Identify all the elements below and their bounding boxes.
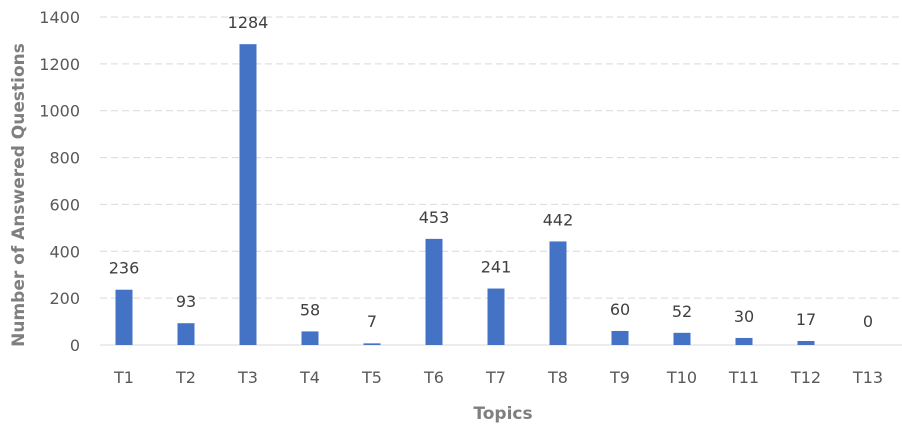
x-tick-label: T13 [852, 368, 883, 387]
data-label: 17 [796, 310, 816, 329]
bar [239, 44, 257, 345]
data-label: 60 [610, 300, 630, 319]
bar [425, 238, 443, 345]
y-tick-label: 600 [49, 195, 80, 214]
data-label: 93 [176, 292, 196, 311]
x-tick-label: T12 [790, 368, 821, 387]
data-label: 236 [109, 259, 140, 278]
y-tick-label: 200 [49, 289, 80, 308]
x-tick-label: T9 [609, 368, 630, 387]
bar [673, 332, 691, 345]
data-labels: 2369312845874532414426052301700 [109, 13, 873, 331]
bar [487, 288, 505, 345]
bar [549, 241, 567, 345]
data-label: 52 [672, 302, 692, 321]
y-tick-label: 0 [70, 336, 80, 355]
x-tick-label: T1 [113, 368, 134, 387]
data-label: 442 [543, 210, 574, 229]
y-tick-label: 1000 [39, 102, 80, 121]
data-label: 7 [367, 312, 377, 331]
x-tick-label: T4 [299, 368, 320, 387]
x-tick-label: T10 [666, 368, 697, 387]
x-tick-label: T2 [175, 368, 196, 387]
x-tick-label: T11 [728, 368, 759, 387]
bar [115, 289, 133, 345]
data-label: 58 [300, 300, 320, 319]
y-tick-label: 400 [49, 242, 80, 261]
y-tick-label: 1200 [39, 55, 80, 74]
x-tick-label: T5 [361, 368, 382, 387]
x-tick-label: T6 [423, 368, 444, 387]
y-axis-title: Number of Answered Questions [9, 43, 29, 347]
bar [363, 343, 381, 345]
bar [735, 337, 753, 345]
data-label: 453 [419, 208, 450, 227]
x-tick-label: T8 [547, 368, 568, 387]
data-label: 241 [481, 258, 512, 277]
y-axis-tick-labels: 0 200 400 600 800 1000 1200 1400 [39, 8, 80, 355]
x-axis-tick-labels: T1T2T3T4T5T6T7T8T9T10T11T12T13T14 [113, 368, 883, 387]
data-label: 1284 [228, 13, 269, 32]
x-axis-title: Topics [473, 404, 532, 424]
bar [177, 323, 195, 345]
data-label: 0 [863, 312, 873, 331]
bars [115, 44, 815, 345]
bar [301, 331, 319, 345]
x-tick-label: T3 [237, 368, 258, 387]
x-tick-label: T7 [485, 368, 506, 387]
y-tick-label: 800 [49, 149, 80, 168]
y-tick-label: 1400 [39, 8, 80, 27]
bar [611, 330, 629, 345]
bar [797, 341, 815, 345]
data-label: 30 [734, 307, 754, 326]
